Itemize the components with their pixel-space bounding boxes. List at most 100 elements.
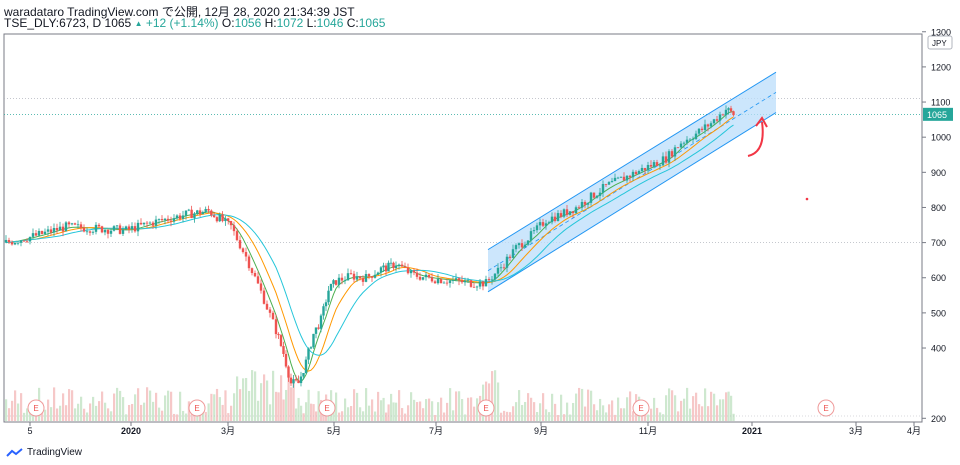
volume-bar (476, 398, 479, 421)
volume-bar (182, 410, 185, 421)
y-tick-label: 1100 (931, 98, 950, 108)
candle-body (478, 281, 482, 287)
candle-body (172, 218, 176, 222)
volume-bar (590, 390, 593, 421)
candle-body (169, 220, 173, 222)
x-tick-label: 5月 (327, 426, 341, 436)
volume-bar (371, 399, 374, 421)
candle-body (640, 167, 644, 172)
volume-bar (428, 398, 431, 421)
volume-bar (29, 410, 32, 421)
channel-lower-line (487, 112, 777, 293)
close-value-c: 1065 (358, 16, 386, 30)
candle-body (157, 219, 161, 220)
candle-body (535, 225, 539, 231)
volume-bar (557, 414, 560, 421)
volume-bar (614, 414, 617, 421)
volume-bar (515, 402, 518, 421)
candle-body (709, 123, 713, 127)
candle-body (145, 222, 149, 224)
volume-bar (732, 413, 735, 421)
volume-bar (602, 405, 605, 421)
candle-body (244, 252, 248, 257)
candle-body (727, 108, 730, 110)
volume-bar (518, 390, 521, 421)
volume-bar (290, 387, 293, 421)
candle-body (31, 233, 35, 237)
candle-body (559, 213, 563, 217)
candle-body (34, 233, 38, 236)
candle-body (553, 216, 557, 221)
candle-body (215, 217, 219, 222)
candle-body (499, 267, 503, 269)
candle-body (613, 177, 617, 182)
candle-body (94, 224, 98, 232)
volume-bar (659, 412, 662, 421)
symbol-label: TSE_DLY:6723, D (4, 16, 102, 30)
candle-body (327, 290, 330, 303)
volume-bar (608, 404, 611, 421)
earnings-marker-label: E (638, 404, 643, 413)
candle-body (196, 210, 199, 214)
volume-bar (455, 391, 458, 421)
volume-bar (491, 371, 494, 421)
volume-bar (14, 390, 17, 421)
low-value: 1046 (316, 16, 344, 30)
candle-body (400, 264, 404, 267)
candle-body (355, 276, 359, 280)
candle-body (64, 222, 68, 232)
candle-body (658, 165, 662, 167)
candle-body (61, 226, 65, 232)
volume-bar (533, 402, 536, 421)
volume-bar (674, 395, 677, 421)
volume-bar (245, 377, 248, 421)
volume-bar (277, 392, 280, 421)
x-tick-label: 7月 (429, 426, 443, 436)
volume-bar (509, 412, 512, 421)
volume-bar (617, 397, 620, 421)
volume-bar (407, 405, 410, 421)
y-tick-label: 400 (931, 344, 946, 354)
candle-body (346, 273, 350, 281)
volume-bar (158, 407, 161, 421)
candle-body (604, 184, 608, 185)
volume-bar (572, 402, 575, 421)
volume-bar (113, 393, 116, 421)
candle-body (52, 228, 56, 233)
x-tick-label: 11月 (639, 426, 657, 436)
earnings-marker-label: E (324, 404, 329, 413)
candle-body (28, 236, 32, 242)
candle-body (309, 347, 313, 349)
volume-bar (377, 391, 380, 421)
volume-bar (452, 410, 455, 421)
volume-bar (719, 399, 722, 421)
candle-body (115, 225, 119, 227)
volume-bar (11, 400, 14, 421)
volume-bar (86, 412, 89, 421)
candle-body (607, 182, 611, 185)
candle-body (334, 280, 338, 285)
volume-bar (395, 402, 398, 421)
x-tick-label: 2020 (121, 426, 141, 436)
tradingview-footer[interactable]: TradingView (6, 447, 82, 458)
candle-body (457, 278, 461, 281)
volume-bar (593, 404, 596, 421)
candle-body (133, 226, 137, 232)
candle-body (673, 147, 677, 157)
candle-body (667, 151, 671, 163)
candle-body (466, 280, 470, 282)
candle-body (520, 243, 524, 248)
volume-bar (239, 389, 242, 421)
candle-body (679, 143, 683, 148)
volume-bar (707, 406, 710, 421)
candle-body (511, 249, 515, 258)
candle-body (580, 201, 584, 208)
volume-bar (185, 413, 188, 421)
candle-body (424, 274, 428, 278)
volume-bar (98, 401, 101, 421)
volume-bar (275, 391, 278, 421)
volume-bar (59, 405, 62, 421)
candle-body (364, 274, 368, 282)
candle-body (43, 231, 47, 234)
